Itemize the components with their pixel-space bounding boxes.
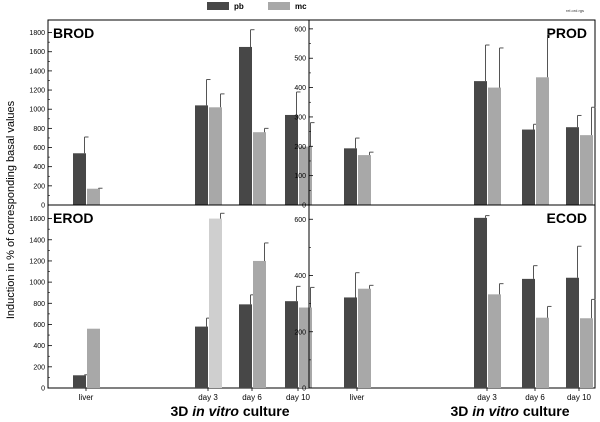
bar-mc-liver	[358, 288, 371, 388]
y-tick-label: 1000	[29, 107, 45, 114]
bar-pb-day10	[566, 127, 579, 205]
bar-mc-day6	[253, 260, 266, 388]
y-tick-label: 200	[33, 183, 45, 190]
bar-pb-day3	[474, 81, 487, 205]
bar-pb-liver	[73, 375, 86, 388]
y-tick-label: 400	[33, 164, 45, 171]
bar-pb-liver	[344, 148, 357, 205]
x-tick-label: day 10	[567, 393, 592, 402]
bar-pb-day10	[285, 114, 298, 205]
legend-swatch-mc	[268, 2, 290, 10]
panel-frame	[47, 19, 310, 206]
bar-pb-day6	[522, 278, 535, 388]
y-tick-label: 1800	[29, 30, 45, 37]
legend: pb mc	[207, 2, 307, 11]
y-tick-label: 500	[294, 56, 306, 63]
bar-mc-day10	[299, 307, 312, 388]
y-tick-label: 200	[33, 364, 45, 371]
bar-pb-day10	[566, 277, 579, 388]
x-tick-label: liver	[350, 393, 365, 402]
y-tick-label: 600	[294, 217, 306, 224]
y-tick-label: 0	[41, 203, 45, 210]
y-tick-label: 800	[33, 301, 45, 308]
x-axis-title-post: culture	[239, 403, 290, 419]
bar-mc-day3	[209, 218, 222, 388]
y-tick-label: 300	[294, 114, 306, 121]
panel-title: EROD	[53, 210, 93, 226]
bar-mc-liver	[87, 328, 100, 388]
bar-mc-liver	[358, 155, 371, 205]
bar-pb-day6	[522, 129, 535, 205]
panel-erod: 0 200 400 600 800 1000 1200 1400 1600 EROD liver da…	[29, 204, 315, 402]
x-tick-label: day 3	[477, 393, 497, 402]
y-tick-label: 600	[294, 26, 306, 33]
y-tick-label: 600	[33, 322, 45, 329]
x-tick-label: day 6	[242, 393, 262, 402]
panel-prod: 0 100 200 300 400 500 600 PROD	[294, 19, 596, 210]
y-tick-label: 100	[294, 173, 306, 180]
y-tick-label: 200	[294, 329, 306, 336]
y-tick-label: 1200	[29, 88, 45, 95]
y-tick-label: 1600	[29, 216, 45, 223]
y-tick-label: 1600	[29, 49, 45, 56]
y-axis-label: Induction in % of corresponding basal va…	[5, 100, 17, 319]
x-tick-label: day 3	[198, 393, 218, 402]
y-tick-label: 1400	[29, 237, 45, 244]
bar-pb-day6	[239, 304, 252, 388]
bar-mc-day10	[580, 318, 593, 388]
x-axis-title-right: 3D in vitro culture	[450, 403, 569, 419]
y-tick-label: 800	[33, 126, 45, 133]
y-tick-label: 600	[33, 145, 45, 152]
bar-mc-day10	[580, 135, 593, 205]
y-tick-label: 1000	[29, 280, 45, 287]
x-axis-title-post: culture	[519, 403, 570, 419]
bar-pb-day10	[285, 301, 298, 388]
panel-title: BROD	[53, 25, 94, 41]
bar-mc-day3	[488, 87, 501, 205]
bar-mc-day6	[253, 132, 266, 205]
bar-pb-liver	[344, 297, 357, 388]
bar-mc-liver	[87, 188, 100, 205]
panel-title: PROD	[547, 25, 587, 41]
y-tick-label: 1400	[29, 68, 45, 75]
y-tick-label: 0	[41, 386, 45, 393]
bar-mc-day3	[488, 294, 501, 388]
x-tick-label: day 6	[525, 393, 545, 402]
legend-label-pb: pb	[234, 2, 244, 11]
bar-pb-day3	[195, 326, 208, 388]
bar-pb-day3	[474, 217, 487, 388]
x-tick-label: day 10	[286, 393, 311, 402]
x-axis-title-left: 3D in vitro culture	[170, 403, 289, 419]
bar-pb-day3	[195, 105, 208, 205]
y-tick-label: 200	[294, 144, 306, 151]
legend-label-mc: mc	[295, 2, 307, 11]
corner-note: rel.ord.rgs	[566, 8, 584, 13]
bar-pb-liver	[73, 153, 86, 205]
y-tick-label: 400	[294, 85, 306, 92]
y-tick-label: 1200	[29, 258, 45, 265]
panel-ecod: 0 200 400 600 ECOD liver day 3 day 6 day 10	[294, 204, 596, 402]
bar-pb-day6	[239, 46, 252, 205]
y-tick-label: 400	[33, 343, 45, 350]
x-axis-title-em: in vitro	[472, 403, 519, 419]
x-axis-title-pre: 3D	[450, 403, 472, 419]
y-tick-label: 0	[302, 203, 306, 210]
x-tick-label: liver	[79, 393, 94, 402]
x-axis-title-em: in vitro	[192, 403, 239, 419]
bar-mc-day6	[536, 317, 549, 388]
bar-mc-day6	[536, 77, 549, 205]
x-axis-title-pre: 3D	[170, 403, 192, 419]
bar-mc-day3	[209, 107, 222, 205]
legend-swatch-pb	[207, 2, 229, 10]
panel-title: ECOD	[547, 210, 587, 226]
y-tick-label: 400	[294, 273, 306, 280]
panel-frame	[308, 204, 596, 389]
y-tick-label: 0	[302, 386, 306, 393]
